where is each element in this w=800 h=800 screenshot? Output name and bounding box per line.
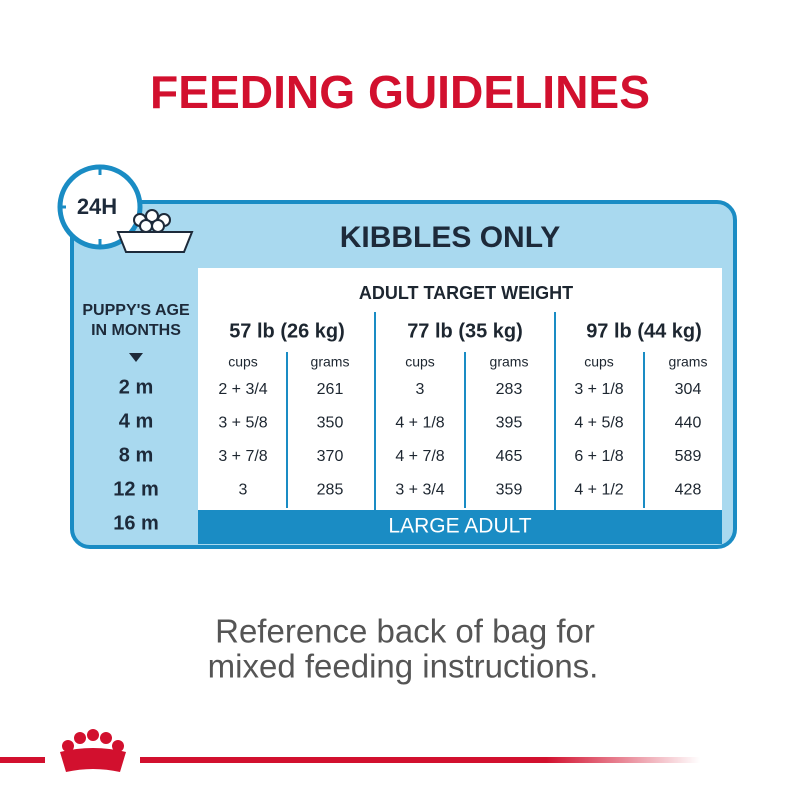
unit-header: cups — [405, 354, 435, 370]
adult-bar — [198, 510, 722, 544]
table-cell: 395 — [496, 415, 523, 432]
adult-stage: LARGE ADULT — [388, 515, 531, 538]
clock-ticks — [60, 167, 102, 247]
table-cell: 6 + 1/8 — [574, 448, 623, 465]
table-cell: 285 — [317, 482, 344, 499]
weight-header: 97 lb (44 kg) — [586, 320, 702, 342]
table-cell: 4 + 5/8 — [574, 415, 623, 432]
bowl-icon — [116, 209, 194, 253]
weight-header: 57 lb (26 kg) — [229, 320, 345, 342]
title: FEEDING GUIDELINES — [150, 66, 650, 118]
table-cell: 428 — [675, 482, 702, 499]
table-cell: 589 — [675, 448, 702, 465]
table-cell: 3 — [416, 381, 425, 398]
table-cell: 4 + 1/8 — [395, 415, 444, 432]
table-cell: 3 + 3/4 — [395, 482, 444, 499]
footer-rule — [0, 757, 700, 763]
footer-note: Reference back of bag for — [215, 613, 595, 650]
table-dividers — [286, 312, 645, 510]
age-label: 8 m — [119, 444, 153, 466]
age-label: 16 m — [113, 512, 159, 534]
unit-header: cups — [228, 354, 258, 370]
table-cell: 4 + 7/8 — [395, 448, 444, 465]
table-cell: 3 + 5/8 — [218, 415, 267, 432]
table-cell: 304 — [675, 381, 702, 398]
table-cell: 440 — [675, 415, 702, 432]
unit-header: grams — [490, 354, 529, 370]
table-cell: 370 — [317, 448, 344, 465]
table-cell: 350 — [317, 415, 344, 432]
unit-header: cups — [584, 354, 614, 370]
unit-header: grams — [311, 354, 350, 370]
table-cell: 465 — [496, 448, 523, 465]
panel-heading: KIBBLES ONLY — [340, 221, 561, 254]
age-label: 4 m — [119, 410, 153, 432]
footer-note: mixed feeding instructions. — [208, 648, 599, 685]
unit-header: grams — [669, 354, 708, 370]
table-cell: 359 — [496, 482, 523, 499]
table-cell: 4 + 1/2 — [574, 482, 623, 499]
age-header: PUPPY'S AGE — [82, 302, 190, 319]
badge-label: 24H — [77, 194, 117, 219]
brand-crown — [45, 729, 140, 772]
table-area — [198, 268, 722, 510]
age-label: 2 m — [119, 376, 153, 398]
table-cell: 283 — [496, 381, 523, 398]
age-arrow — [129, 353, 143, 362]
table-cell: 3 + 1/8 — [574, 381, 623, 398]
table-cell: 3 — [239, 482, 248, 499]
table-cell: 261 — [317, 381, 344, 398]
table-cell: 2 + 3/4 — [218, 381, 267, 398]
age-label: 12 m — [113, 478, 159, 500]
age-header: IN MONTHS — [91, 322, 181, 339]
weight-header: 77 lb (35 kg) — [407, 320, 523, 342]
table-cell: 3 + 7/8 — [218, 448, 267, 465]
table-title: ADULT TARGET WEIGHT — [359, 283, 573, 303]
